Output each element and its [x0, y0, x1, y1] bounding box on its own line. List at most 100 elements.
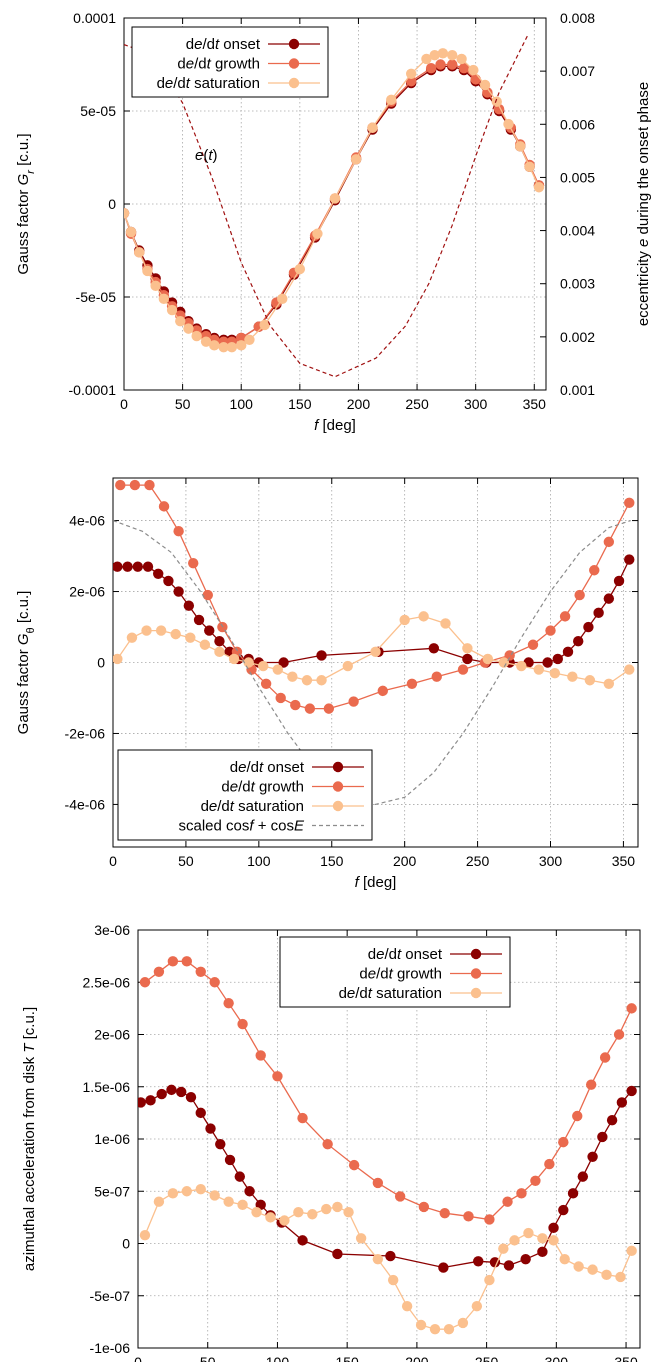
data-point-onset — [562, 646, 574, 658]
data-point-onset — [489, 1257, 501, 1268]
data-point-saturation — [329, 193, 341, 204]
y-tick-label: 5e-05 — [80, 103, 116, 119]
data-point-growth — [153, 966, 165, 977]
data-point-growth — [129, 479, 141, 491]
data-point-growth — [544, 1158, 555, 1170]
y2-tick-label: 0.002 — [560, 329, 595, 345]
data-point-saturation — [191, 330, 202, 342]
data-point-growth — [425, 63, 437, 74]
data-point-onset — [176, 1086, 187, 1098]
y-tick-label: 2e-06 — [94, 1027, 130, 1043]
data-point-saturation — [226, 342, 238, 353]
data-point-growth — [139, 977, 151, 988]
data-point-growth — [405, 76, 417, 87]
data-point-growth — [435, 59, 446, 70]
y2-tick-label: 0.005 — [560, 169, 595, 185]
data-point-saturation — [418, 611, 429, 622]
y2-tick-label: 0.007 — [560, 63, 595, 79]
data-point-saturation — [624, 664, 635, 675]
data-point-onset — [173, 586, 184, 597]
data-point-onset — [583, 621, 594, 633]
data-point-saturation — [195, 1183, 206, 1195]
data-point-saturation — [209, 340, 220, 351]
data-point-saturation — [479, 79, 491, 91]
legend-marker-growth — [332, 781, 344, 792]
data-point-saturation — [126, 632, 138, 643]
data-point-saturation — [258, 660, 269, 672]
data-point-onset — [138, 1097, 146, 1108]
data-point-onset — [385, 1250, 396, 1262]
x-tick-label: 300 — [539, 853, 563, 869]
y-tick-label: 2e-06 — [69, 584, 105, 600]
y-tick-label: 0 — [122, 1236, 130, 1252]
data-point-saturation — [223, 1196, 234, 1207]
data-point-onset — [215, 1139, 226, 1150]
data-point-growth — [431, 671, 442, 682]
x-tick-label: 350 — [614, 1354, 638, 1362]
data-point-saturation — [601, 1269, 612, 1281]
data-point-growth — [188, 557, 199, 569]
data-point-saturation — [293, 1206, 304, 1218]
y-axis-label: Gauss factor Gr [c.u.] — [15, 133, 37, 274]
data-point-onset — [195, 1107, 206, 1119]
data-point-saturation — [287, 671, 298, 682]
series-line-scaled — [113, 520, 631, 806]
data-point-onset — [537, 1246, 548, 1258]
y2-axis-label: eccentricity e during the onset phase — [635, 82, 652, 326]
data-point-saturation — [401, 1301, 413, 1312]
annotation-e-t: e(t) — [195, 147, 218, 164]
data-point-saturation — [498, 1243, 509, 1254]
data-point-growth — [559, 611, 571, 622]
data-point-onset — [244, 1186, 255, 1197]
x-tick-label: 50 — [178, 853, 194, 869]
y-tick-label: -4e-06 — [65, 796, 106, 812]
legend-marker-saturation — [470, 987, 482, 999]
y-tick-label: 4e-06 — [69, 513, 105, 529]
data-point-growth — [236, 332, 247, 344]
data-point-saturation — [372, 1253, 384, 1265]
data-point-growth — [470, 74, 481, 85]
data-point-onset — [573, 636, 584, 647]
x-tick-label: 0 — [134, 1354, 142, 1362]
data-point-saturation — [199, 639, 211, 650]
data-point-onset — [142, 561, 154, 572]
data-point-saturation — [139, 1229, 151, 1241]
data-point-growth — [202, 589, 213, 601]
data-point-saturation — [301, 675, 313, 686]
data-point-saturation — [367, 122, 378, 133]
legend-label-growth: de/dt growth — [359, 966, 442, 983]
data-point-saturation — [443, 1323, 455, 1335]
data-point-saturation — [332, 1201, 343, 1213]
data-point-saturation — [584, 675, 596, 686]
data-point-growth — [144, 479, 155, 491]
data-point-saturation — [183, 323, 194, 334]
x-axis-label: f [deg] — [314, 417, 356, 434]
legend-marker-growth — [288, 58, 300, 69]
data-point-onset — [587, 1151, 598, 1162]
data-point-saturation — [370, 646, 381, 658]
y2-tick-label: 0.008 — [560, 10, 595, 26]
data-point-saturation — [167, 1188, 179, 1199]
data-point-saturation — [237, 1199, 248, 1211]
legend-label-growth: de/dt growth — [221, 779, 304, 796]
data-point-onset — [520, 1253, 531, 1265]
data-point-onset — [606, 1114, 618, 1126]
data-point-growth — [624, 497, 635, 509]
data-point-saturation — [259, 319, 270, 331]
data-point-saturation — [523, 1227, 534, 1239]
data-point-onset — [503, 1260, 515, 1271]
x-tick-label: 350 — [523, 396, 547, 412]
data-point-growth — [406, 678, 418, 689]
data-point-saturation — [251, 1206, 262, 1218]
data-point-saturation — [626, 1245, 637, 1257]
y2-tick-label: 0.004 — [560, 223, 595, 239]
data-point-saturation — [429, 50, 440, 61]
data-point-onset — [132, 561, 143, 572]
data-point-growth — [275, 692, 286, 704]
x-tick-label: 250 — [475, 1354, 499, 1362]
x-tick-label: 50 — [200, 1354, 216, 1362]
data-point-growth — [260, 678, 272, 689]
data-point-saturation — [524, 161, 535, 172]
data-point-onset — [278, 657, 289, 668]
